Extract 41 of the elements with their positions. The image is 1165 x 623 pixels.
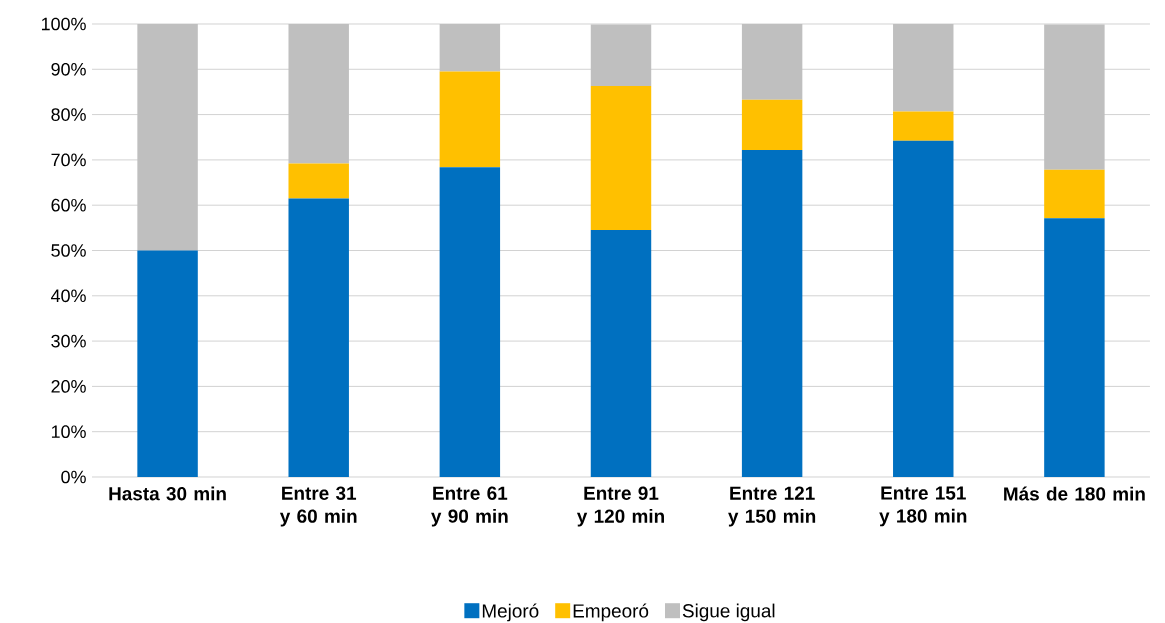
y-tick-label: 0% <box>61 470 86 484</box>
bar <box>741 99 803 150</box>
legend-label: Empeoró <box>573 603 649 622</box>
y-tick-label: 30% <box>51 334 86 348</box>
bar <box>893 24 954 112</box>
legend-label: Mejoró <box>482 603 539 622</box>
bar <box>288 24 349 164</box>
y-tick-label: 50% <box>51 244 86 257</box>
x-tick-label: Más de 180 min <box>1004 486 1145 501</box>
bar <box>893 111 954 141</box>
bar <box>439 71 501 168</box>
bar <box>288 163 349 199</box>
y-tick-label: 80% <box>51 108 86 121</box>
y-tick-label: 90% <box>51 62 86 76</box>
bar <box>590 86 652 231</box>
x-tick-label: Entre 121 y 150 min <box>728 486 816 527</box>
x-tick-label: Entre 61 y 90 min <box>431 486 508 527</box>
y-tick-label: 100% <box>41 17 86 31</box>
bar <box>741 24 803 100</box>
bar <box>893 140 954 478</box>
bar <box>137 250 198 478</box>
bar <box>590 24 652 87</box>
y-tick-label: 10% <box>51 425 86 439</box>
x-tick-label: Entre 151 y 180 min <box>879 486 967 527</box>
bar <box>137 24 198 251</box>
y-tick-label: 70% <box>51 153 86 167</box>
y-tick-label: 40% <box>51 289 86 303</box>
bar <box>439 167 501 478</box>
x-tick-label: Hasta 30 min <box>109 486 226 501</box>
y-tick-label: 60% <box>51 198 86 212</box>
bar <box>439 24 501 72</box>
x-tick-label: Entre 31 y 60 min <box>279 486 357 527</box>
y-tick-label: 20% <box>51 380 86 393</box>
bar <box>1044 24 1105 170</box>
bar <box>590 230 652 478</box>
bar <box>1044 169 1105 219</box>
bar <box>288 198 349 478</box>
bar <box>1044 218 1105 478</box>
x-tick-label: Entre 91 y 120 min <box>576 486 664 527</box>
bar <box>741 149 803 478</box>
legend-label: Sigue igual <box>682 603 775 622</box>
